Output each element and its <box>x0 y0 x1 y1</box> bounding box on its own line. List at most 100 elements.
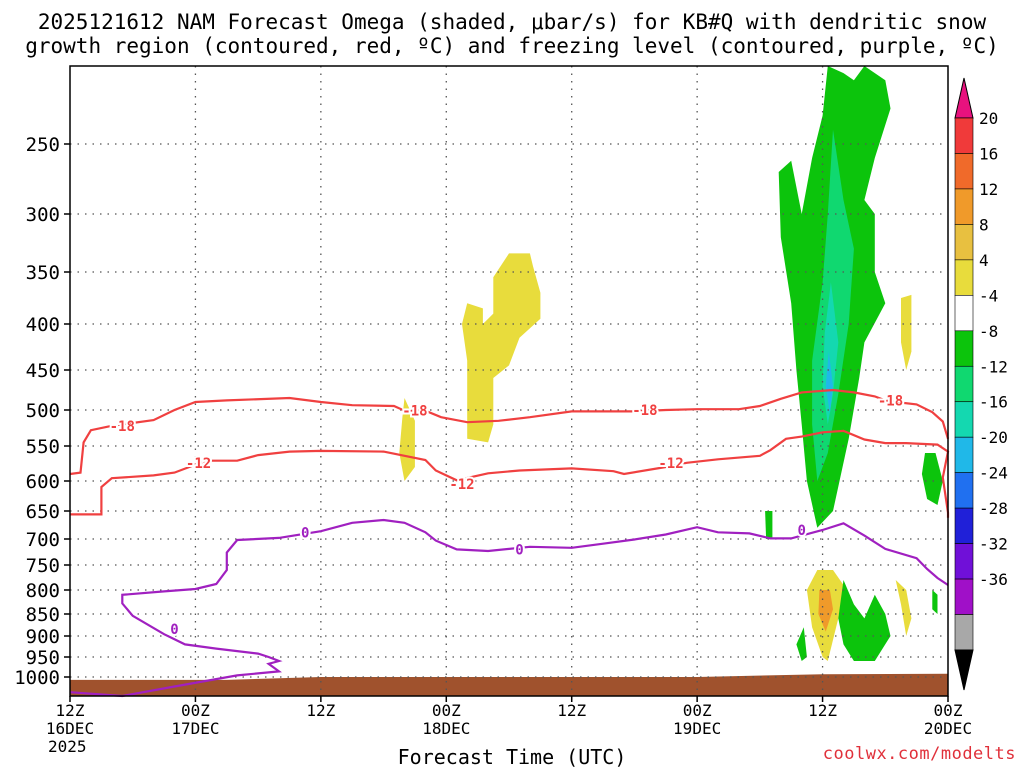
colorbar-label-12: -32 <box>979 535 1008 554</box>
colorbar-swatch-11 <box>954 472 974 509</box>
colorbar: 20 16 12 8 4 -4 -8 -12 -16 -20 -24 -28 -32 -36 <box>954 77 1008 691</box>
colorbar-label-3: 8 <box>979 215 989 234</box>
omega-shading-region-11 <box>901 294 912 370</box>
y-tick-label-850: 850 <box>26 604 60 626</box>
x-tick-label-84-1: 20DEC <box>924 719 972 738</box>
y-tick-label-350: 350 <box>26 262 60 284</box>
omega-shading-region-9 <box>796 627 807 661</box>
colorbar-label-9: -20 <box>979 428 1008 447</box>
colorbar-swatch-14 <box>954 578 974 615</box>
contour-label-0-2: 0 <box>515 542 523 558</box>
colorbar-swatch-1 <box>954 117 974 154</box>
x-tick-label-72-0: 12Z <box>808 701 837 720</box>
contour-label--18-0: -18 <box>110 419 135 435</box>
colorbar-label-4: 4 <box>979 251 989 270</box>
colorbar-swatch-9 <box>954 401 974 438</box>
x-tick-label-0-1: 16DEC <box>46 719 94 738</box>
grid-lines <box>70 66 948 696</box>
colorbar-label-2: 12 <box>979 180 998 199</box>
y-tick-label-500: 500 <box>26 400 60 422</box>
y-tick-label-450: 450 <box>26 360 60 382</box>
x-tick-label-0-2: 2025 <box>48 737 87 756</box>
plot-frame <box>69 65 949 697</box>
x-tick-label-24-0: 12Z <box>306 701 335 720</box>
colorbar-swatch-top-arrow <box>954 77 974 119</box>
colorbar-swatch-bottom-arrow <box>954 649 974 691</box>
terrain-layer <box>70 673 948 696</box>
chart-title-line-1: 2025121612 NAM Forecast Omega (shaded, μ… <box>37 10 987 34</box>
colorbar-label-7: -12 <box>979 357 1008 376</box>
colorbar-label-6: -8 <box>979 322 998 341</box>
y-tick-label-700: 700 <box>26 529 60 551</box>
x-tick-label-48-0: 12Z <box>557 701 586 720</box>
colorbar-label-5: -4 <box>979 286 998 305</box>
colorbar-swatch-5 <box>954 259 974 296</box>
colorbar-label-8: -16 <box>979 393 1008 412</box>
omega-shading-layer <box>399 66 943 661</box>
omega-shading-region-10 <box>765 511 773 539</box>
contour-line--18 <box>69 388 950 476</box>
contour-line-0 <box>69 518 949 698</box>
contour-label--18-3: -18 <box>878 393 903 409</box>
plot-border <box>69 65 949 697</box>
colorbar-swatch-4 <box>954 224 974 261</box>
colorbar-label-0: 20 <box>979 109 998 128</box>
x-tick-label-12-0: 00Z <box>181 701 210 720</box>
colorbar-label-13: -36 <box>979 570 1008 589</box>
colorbar-swatch-6 <box>954 295 974 332</box>
colorbar-swatch-8 <box>954 365 974 403</box>
contour-layer: -18 -18 -18 -18 -12 -12 -12 0 0 0 0 <box>69 388 950 698</box>
y-tick-label-900: 900 <box>26 626 60 648</box>
omega-shading-region-5 <box>825 351 833 414</box>
colorbar-swatch-3 <box>954 188 974 225</box>
y-tick-label-800: 800 <box>26 580 60 602</box>
y-tick-label-600: 600 <box>26 471 60 493</box>
y-axis: 2503003504004505005506006507007508008509… <box>14 134 70 689</box>
terrain-fill <box>70 673 948 696</box>
contour-label--12-0: -12 <box>186 456 211 472</box>
y-tick-label-250: 250 <box>26 134 60 156</box>
x-tick-label-0-0: 12Z <box>56 701 85 720</box>
omega-shading-region-0 <box>462 253 541 443</box>
contour-label--12-1: -12 <box>449 477 474 493</box>
x-tick-label-36-1: 18DEC <box>422 719 470 738</box>
omega-shading-region-8 <box>838 580 891 661</box>
chart-title-line-2: growth region (contoured, red, ºC) and f… <box>25 34 999 58</box>
y-tick-label-550: 550 <box>26 436 60 458</box>
omega-shading-region-12 <box>895 580 912 636</box>
colorbar-label-11: -28 <box>979 499 1008 518</box>
contour-label-0-1: 0 <box>170 622 178 638</box>
x-axis-label: Forecast Time (UTC) <box>397 745 627 769</box>
contour-line--12 <box>70 429 950 518</box>
credit-link[interactable]: coolwx.com/modelts <box>822 744 1016 764</box>
colorbar-swatch-10 <box>954 436 974 473</box>
contour-label--18-1: -18 <box>402 404 427 420</box>
colorbar-label-1: 16 <box>979 144 998 163</box>
y-tick-label-1000: 1000 <box>14 667 60 689</box>
x-tick-label-36-0: 00Z <box>432 701 461 720</box>
x-tick-label-60-0: 00Z <box>683 701 712 720</box>
contour-label--12-2: -12 <box>658 456 683 472</box>
omega-shading-region-14 <box>932 590 938 614</box>
x-tick-label-84-0: 00Z <box>934 701 963 720</box>
x-tick-label-12-1: 17DEC <box>171 719 219 738</box>
contour-label-0-0: 0 <box>301 525 309 541</box>
y-tick-label-750: 750 <box>26 555 60 577</box>
colorbar-swatch-7 <box>954 330 974 367</box>
colorbar-swatch-15 <box>954 614 974 651</box>
omega-shading-region-1 <box>399 398 415 481</box>
contour-label--18-2: -18 <box>632 403 657 419</box>
y-tick-label-950: 950 <box>26 647 60 669</box>
y-tick-label-400: 400 <box>26 314 60 336</box>
colorbar-swatch-2 <box>954 153 974 190</box>
x-tick-label-60-1: 19DEC <box>673 719 721 738</box>
colorbar-label-10: -24 <box>979 464 1008 483</box>
y-tick-label-650: 650 <box>26 501 60 523</box>
omega-shading-region-13 <box>921 453 943 505</box>
y-tick-label-300: 300 <box>26 204 60 226</box>
colorbar-swatch-12 <box>954 507 974 544</box>
contour-label-0-3: 0 <box>797 523 805 539</box>
colorbar-swatch-13 <box>954 543 974 580</box>
